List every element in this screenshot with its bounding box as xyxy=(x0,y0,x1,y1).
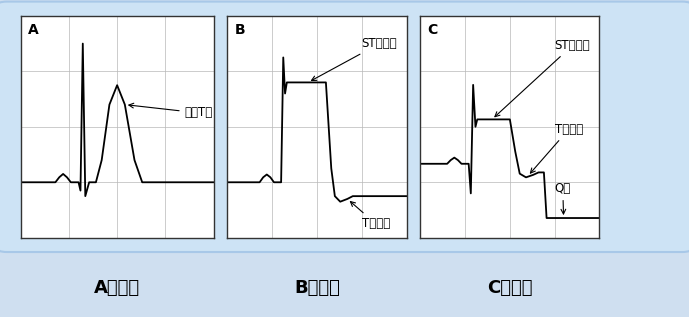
Text: ST段抬高: ST段抬高 xyxy=(311,37,398,81)
Text: Q波: Q波 xyxy=(555,182,571,214)
Text: B: B xyxy=(234,23,245,36)
Text: T波倒置: T波倒置 xyxy=(351,202,390,230)
Text: C确定期: C确定期 xyxy=(487,280,533,297)
Text: A超急期: A超急期 xyxy=(94,280,140,297)
Text: A: A xyxy=(28,23,39,36)
Text: 高尖T波: 高尖T波 xyxy=(129,103,213,120)
FancyBboxPatch shape xyxy=(0,2,689,252)
Text: ST段抬高: ST段抬高 xyxy=(495,39,590,117)
Text: C: C xyxy=(427,23,438,36)
Text: T波倒置: T波倒置 xyxy=(531,123,583,173)
Text: B进展期: B进展期 xyxy=(294,280,340,297)
